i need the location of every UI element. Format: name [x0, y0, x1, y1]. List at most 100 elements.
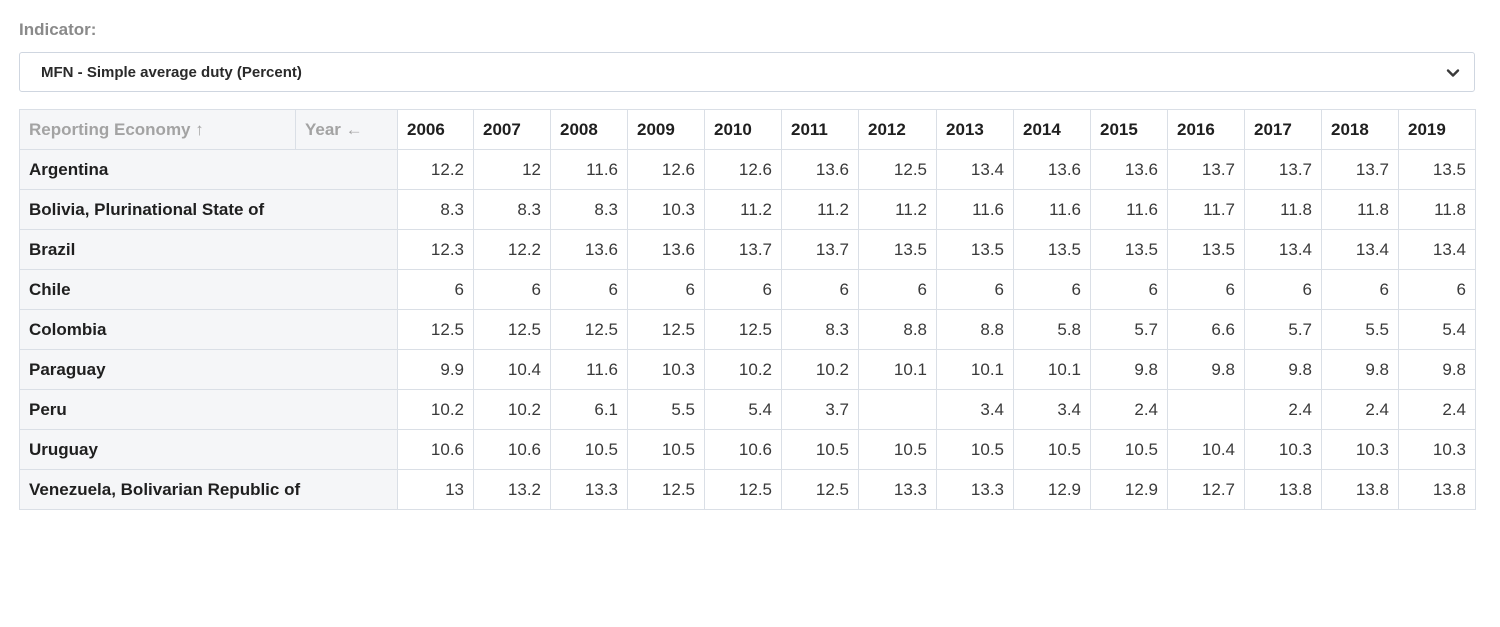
value-cell: 10.5 [1013, 429, 1091, 470]
value-cell: 12.5 [397, 309, 474, 350]
country-cell: Uruguay [19, 429, 398, 470]
value-cell: 13.6 [627, 229, 705, 270]
value-cell: 13.4 [1244, 229, 1322, 270]
value-cell: 12.9 [1013, 469, 1091, 510]
value-cell: 6.6 [1167, 309, 1245, 350]
value-cell: 13.3 [936, 469, 1014, 510]
value-cell: 5.4 [704, 389, 782, 430]
value-cell: 6 [1321, 269, 1399, 310]
value-cell: 12.3 [397, 229, 474, 270]
value-cell: 13.8 [1398, 469, 1476, 510]
value-cell: 13.5 [1398, 149, 1476, 190]
value-cell: 10.1 [1013, 349, 1091, 390]
value-cell: 9.8 [1321, 349, 1399, 390]
year-header[interactable]: 2018 [1321, 109, 1399, 150]
value-cell: 8.8 [936, 309, 1014, 350]
value-cell: 13.2 [473, 469, 551, 510]
value-cell: 12.5 [781, 469, 859, 510]
value-cell: 13.7 [704, 229, 782, 270]
value-cell: 5.4 [1398, 309, 1476, 350]
value-cell: 10.1 [936, 349, 1014, 390]
year-header[interactable]: 2012 [858, 109, 937, 150]
value-cell: 10.6 [704, 429, 782, 470]
year-sort-header[interactable]: Year ← [295, 109, 398, 150]
table-row: Colombia 12.5 12.5 12.5 12.5 12.5 8.3 8.8 8.8 5.8… [19, 309, 1476, 350]
value-cell: 13.7 [1244, 149, 1322, 190]
value-cell: 13.5 [936, 229, 1014, 270]
value-cell: 12.7 [1167, 469, 1245, 510]
year-header[interactable]: 2014 [1013, 109, 1091, 150]
value-cell: 5.5 [627, 389, 705, 430]
value-cell: 12.5 [550, 309, 628, 350]
value-cell: 13.6 [550, 229, 628, 270]
country-cell: Brazil [19, 229, 398, 270]
value-cell: 13.3 [550, 469, 628, 510]
value-cell: 12.2 [473, 229, 551, 270]
year-header[interactable]: 2015 [1090, 109, 1168, 150]
year-header[interactable]: 2016 [1167, 109, 1245, 150]
value-cell: 10.2 [473, 389, 551, 430]
value-cell: 13.5 [1090, 229, 1168, 270]
value-cell: 10.6 [397, 429, 474, 470]
year-header[interactable]: 2019 [1398, 109, 1476, 150]
value-cell: 2.4 [1398, 389, 1476, 430]
value-cell: 11.6 [936, 189, 1014, 230]
value-cell: 12.5 [627, 309, 705, 350]
value-cell: 13.8 [1321, 469, 1399, 510]
value-cell: 11.6 [1090, 189, 1168, 230]
value-cell: 13.3 [858, 469, 937, 510]
value-cell: 8.3 [473, 189, 551, 230]
value-cell: 6 [550, 269, 628, 310]
value-cell: 12.5 [704, 469, 782, 510]
year-header[interactable]: 2009 [627, 109, 705, 150]
value-cell: 11.8 [1321, 189, 1399, 230]
value-cell: 3.4 [1013, 389, 1091, 430]
year-header[interactable]: 2013 [936, 109, 1014, 150]
value-cell: 6 [1013, 269, 1091, 310]
value-cell: 6 [858, 269, 937, 310]
chevron-down-icon[interactable] [1444, 64, 1462, 82]
value-cell: 12.5 [627, 469, 705, 510]
value-cell: 13.8 [1244, 469, 1322, 510]
value-cell: 10.4 [473, 349, 551, 390]
table-header-row: Reporting Economy ↑ Year ← 2006 2007 2008 2… [19, 109, 1476, 150]
value-cell: 12.6 [704, 149, 782, 190]
value-cell: 12.9 [1090, 469, 1168, 510]
table-row: Brazil 12.3 12.2 13.6 13.6 13.7 13.7 13.5 13.5 13… [19, 229, 1476, 270]
value-cell: 6 [1398, 269, 1476, 310]
table-row: Uruguay 10.6 10.6 10.5 10.5 10.6 10.5 10.5 10.5 1… [19, 429, 1476, 470]
country-cell: Colombia [19, 309, 398, 350]
value-cell: 10.3 [1244, 429, 1322, 470]
year-header[interactable]: 2011 [781, 109, 859, 150]
value-cell: 13.7 [781, 229, 859, 270]
value-cell: 6 [627, 269, 705, 310]
year-header[interactable]: 2008 [550, 109, 628, 150]
table-row: Chile 6 6 6 6 6 6 6 6 6 6 6 6 6 6 [19, 269, 1476, 310]
year-header[interactable]: 2010 [704, 109, 782, 150]
value-cell: 9.9 [397, 349, 474, 390]
year-header[interactable]: 2017 [1244, 109, 1322, 150]
value-cell: 12.5 [473, 309, 551, 350]
table-row: Argentina 12.2 12 11.6 12.6 12.6 13.6 12.5 13.4 1… [19, 149, 1476, 190]
value-cell: 6 [936, 269, 1014, 310]
indicator-label: Indicator: [19, 20, 97, 39]
country-cell: Bolivia, Plurinational State of [19, 189, 398, 230]
indicator-select-value: MFN - Simple average duty (Percent) [41, 63, 302, 81]
value-cell: 12.6 [627, 149, 705, 190]
economy-sort-header[interactable]: Reporting Economy ↑ [19, 109, 296, 150]
year-header[interactable]: 2007 [473, 109, 551, 150]
value-cell: 8.8 [858, 309, 937, 350]
indicator-select[interactable]: MFN - Simple average duty (Percent) [19, 52, 1475, 92]
value-cell: 6 [473, 269, 551, 310]
value-cell: 3.4 [936, 389, 1014, 430]
value-cell: 10.5 [1090, 429, 1168, 470]
value-cell: 6 [397, 269, 474, 310]
value-cell: 13.5 [1013, 229, 1091, 270]
value-cell: 10.5 [550, 429, 628, 470]
value-cell [1167, 389, 1245, 430]
value-cell: 12.2 [397, 149, 474, 190]
year-header[interactable]: 2006 [397, 109, 474, 150]
value-cell: 13.4 [1321, 229, 1399, 270]
country-cell: Chile [19, 269, 398, 310]
value-cell: 10.5 [858, 429, 937, 470]
